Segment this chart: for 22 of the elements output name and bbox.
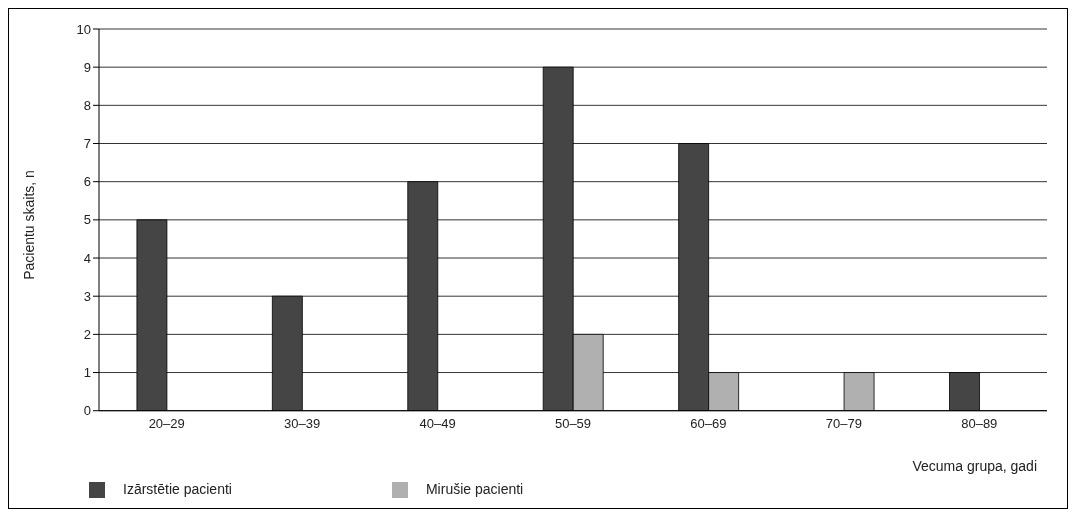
legend-label: Izārstētie pacienti — [123, 480, 232, 497]
x-tick-label: 70–79 — [825, 415, 862, 431]
y-tick-label: 6 — [83, 174, 91, 190]
y-tick-label: 0 — [83, 403, 91, 419]
y-tick-label: 10 — [76, 21, 91, 37]
y-axis-title: Pacientu skaits, n — [20, 170, 37, 280]
x-tick-label: 20–29 — [148, 415, 185, 431]
y-tick-label: 3 — [83, 288, 91, 304]
x-tick-label: 30–39 — [284, 415, 321, 431]
x-axis-title: Vecuma grupa, gadi — [912, 457, 1037, 474]
x-tick-label: 50–59 — [554, 415, 592, 431]
y-tick-label: 5 — [83, 212, 91, 228]
x-tick-label: 80–89 — [961, 415, 998, 431]
y-tick-label: 2 — [83, 326, 91, 342]
legend-label: Mirušie pacienti — [425, 480, 524, 497]
y-tick-label: 1 — [83, 365, 91, 381]
y-tick-label: 7 — [83, 136, 91, 152]
y-tick-label: 8 — [83, 97, 91, 113]
x-tick-label: 40–49 — [419, 415, 456, 431]
x-tick-label: 60–69 — [690, 415, 727, 431]
y-tick-label: 9 — [83, 59, 91, 75]
y-tick-label: 4 — [83, 250, 91, 266]
